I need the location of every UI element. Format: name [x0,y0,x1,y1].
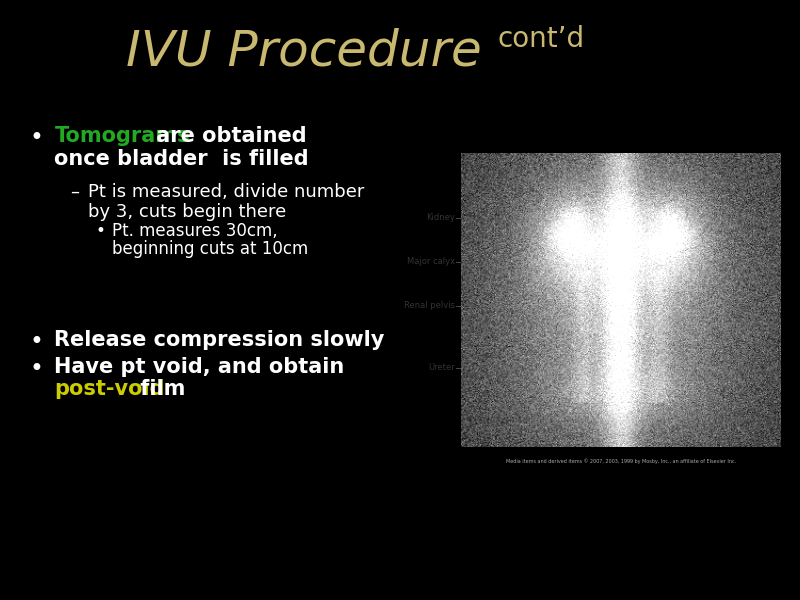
Text: IVU Procedure: IVU Procedure [126,27,482,75]
Text: Kidney: Kidney [426,213,455,222]
Text: by 3, cuts begin there: by 3, cuts begin there [88,203,286,221]
Text: Renal pelvis: Renal pelvis [404,301,455,310]
Text: •: • [29,357,43,381]
Text: •: • [29,126,43,150]
Text: Have pt void, and obtain: Have pt void, and obtain [54,357,345,377]
Text: are obtained: are obtained [149,126,306,146]
Text: •: • [96,222,106,240]
Text: Pt is measured, divide number: Pt is measured, divide number [88,183,364,201]
Text: post-void: post-void [54,379,165,399]
Text: Tomograms: Tomograms [54,126,190,146]
Text: Media items and derived items © 2007, 2003, 1999 by Mosby, Inc., an affiliate of: Media items and derived items © 2007, 20… [506,459,736,464]
Text: Ureter: Ureter [429,363,455,372]
Text: once bladder  is filled: once bladder is filled [54,149,309,169]
Text: Release compression slowly: Release compression slowly [54,330,385,350]
Text: Pt. measures 30cm,: Pt. measures 30cm, [112,222,278,240]
Text: Major calyx: Major calyx [407,257,455,266]
Text: cont’d: cont’d [498,25,585,53]
Text: film: film [133,379,185,399]
Text: beginning cuts at 10cm: beginning cuts at 10cm [112,240,308,258]
Text: –: – [70,183,79,201]
Text: •: • [29,330,43,354]
